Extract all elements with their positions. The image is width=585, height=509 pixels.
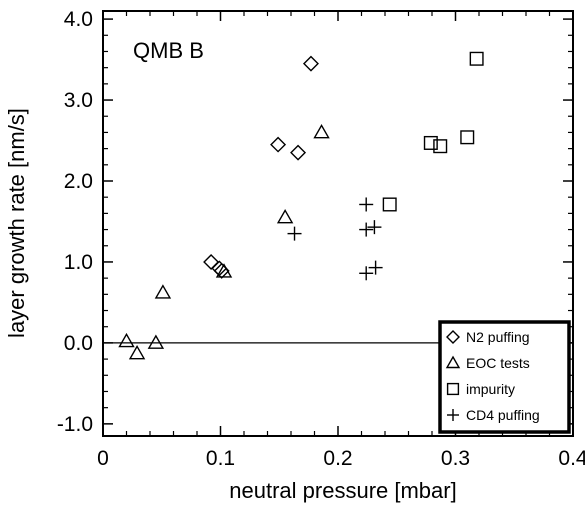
legend: N2 puffing EOC tests impurity CD4 puffing <box>438 320 571 434</box>
data-point-square <box>423 135 438 150</box>
diamond-marker <box>446 330 460 344</box>
x-tick-label: 0.4 <box>558 447 585 470</box>
plus-marker <box>447 409 459 421</box>
data-point-plus <box>359 222 374 237</box>
legend-items: N2 puffing EOC tests impurity CD4 puffing <box>445 329 540 423</box>
legend-label: CD4 puffing <box>466 407 540 423</box>
legend-box <box>438 320 571 434</box>
y-tick-label: 0.0 <box>64 332 93 355</box>
data-point-plus <box>287 226 302 241</box>
data-point-diamond <box>213 262 230 279</box>
data-point-plus <box>359 266 374 281</box>
data-point-triangle <box>154 284 172 299</box>
x-tick-label: 0.1 <box>206 447 235 470</box>
y-tick-label: 1.0 <box>64 251 93 274</box>
data-point-triangle <box>118 332 135 348</box>
data-point-triangle <box>276 209 294 224</box>
data-points-layer <box>118 51 484 360</box>
series-triangle <box>118 124 330 360</box>
x-tick-label: 0.3 <box>441 447 470 470</box>
data-point-triangle <box>313 124 330 139</box>
data-point-triangle <box>128 345 146 360</box>
data-point-square <box>460 130 475 145</box>
data-point-diamond <box>290 144 307 161</box>
data-point-plus <box>359 197 374 212</box>
data-point-square <box>433 139 448 154</box>
legend-label: N2 puffing <box>466 329 530 345</box>
x-axis-label: neutral pressure [mbar] <box>229 478 456 503</box>
y-tick-label: 2.0 <box>64 170 93 193</box>
y-axis-label: layer growth rate [nm/s] <box>4 108 29 338</box>
data-point-diamond <box>270 136 287 153</box>
data-point-triangle <box>215 263 233 278</box>
square-marker <box>446 382 460 396</box>
plot-frame <box>102 10 574 437</box>
y-tick-label: 3.0 <box>64 89 93 112</box>
data-point-square <box>382 197 397 212</box>
data-point-diamond <box>302 55 319 72</box>
data-point-diamond <box>203 253 220 270</box>
panel-title: QMB B <box>133 38 204 63</box>
x-tick-label: 0.2 <box>323 447 352 470</box>
triangle-marker <box>445 355 461 369</box>
data-point-triangle <box>147 334 165 349</box>
series-plus <box>287 197 383 281</box>
series-square <box>382 51 484 212</box>
y-tick-label: 4.0 <box>64 8 93 31</box>
data-point-plus <box>367 220 382 235</box>
series-diamond <box>203 55 319 279</box>
data-point-plus <box>368 260 383 275</box>
tick-labels-layer: 0 0.1 0.2 0.3 0.4 -1.0 0.0 1.0 2.0 3.0 4.0 <box>57 8 585 470</box>
y-tick-label: -1.0 <box>57 413 93 436</box>
data-point-square <box>469 51 484 66</box>
x-tick-label: 0 <box>97 447 109 470</box>
legend-label: EOC tests <box>466 355 530 371</box>
legend-label: impurity <box>466 381 515 397</box>
